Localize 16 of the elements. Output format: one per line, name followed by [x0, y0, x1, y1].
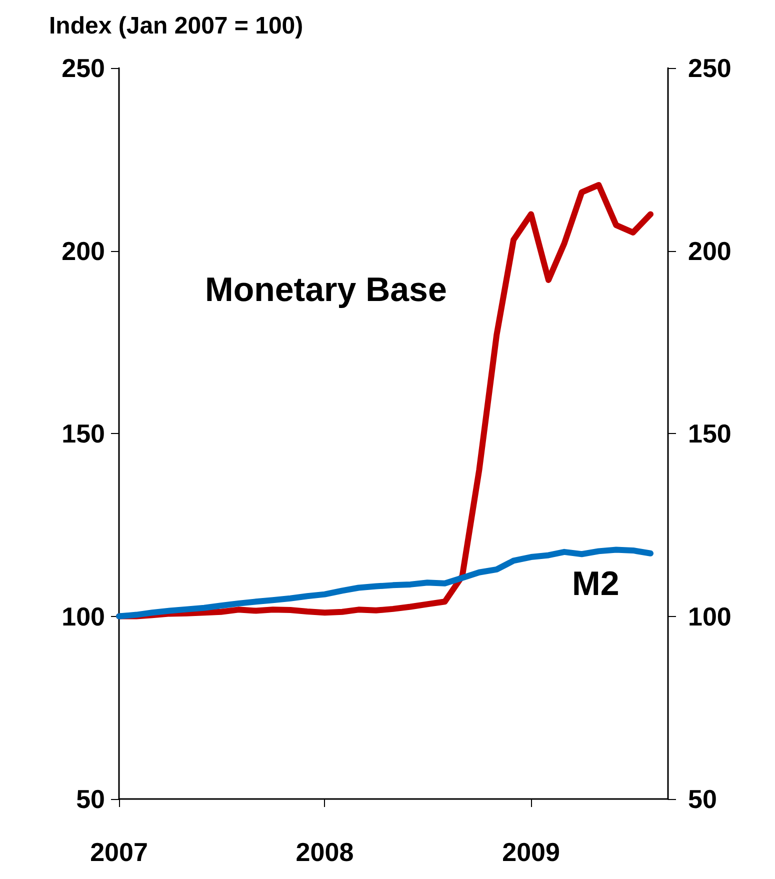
y2-tick-label: 100 — [688, 601, 732, 632]
y2-tick-label: 150 — [688, 418, 732, 448]
series-label: M2 — [572, 565, 620, 603]
y-tick-label: 150 — [62, 418, 105, 448]
y-tick-label: 100 — [62, 601, 105, 632]
y-tick-label: 50 — [76, 784, 105, 814]
x-tick-label: 2008 — [296, 837, 354, 867]
x-tick-label: 2007 — [90, 837, 148, 867]
x-tick-label: 2009 — [502, 837, 560, 867]
y-tick-label: 200 — [62, 236, 105, 266]
y-tick-label: 250 — [62, 53, 105, 83]
series-label: Monetary Base — [205, 271, 447, 309]
y2-tick-label: 250 — [688, 53, 732, 83]
y2-tick-label: 50 — [688, 784, 717, 814]
y2-tick-label: 200 — [688, 236, 732, 266]
y-axis-title: Index (Jan 2007 = 100) — [49, 12, 304, 40]
